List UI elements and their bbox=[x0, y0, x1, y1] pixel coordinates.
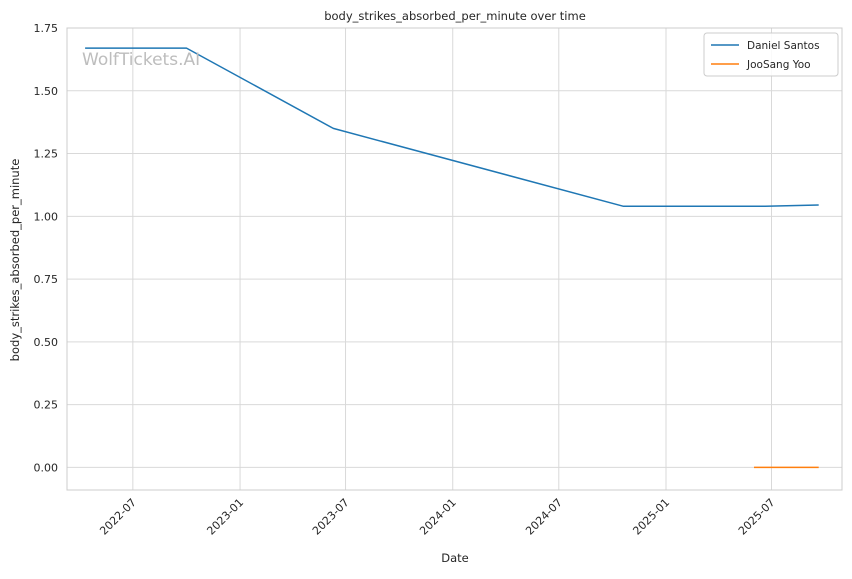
y-tick-label: 0.50 bbox=[34, 336, 59, 349]
x-tick-label: 2024-07 bbox=[523, 496, 565, 538]
y-axis-label: body_strikes_absorbed_per_minute bbox=[8, 159, 22, 362]
x-axis-ticks: 2022-07 2023-01 2023-07 2024-01 2024-07 2025-… bbox=[97, 496, 777, 538]
series-lines bbox=[85, 47, 819, 469]
y-tick-label: 0.25 bbox=[34, 399, 59, 412]
y-tick-label: 1.00 bbox=[34, 210, 59, 223]
x-tick-label: 2025-07 bbox=[736, 496, 778, 538]
x-tick-label: 2022-07 bbox=[97, 496, 139, 538]
y-tick-label: 1.75 bbox=[34, 22, 59, 35]
y-tick-label: 1.50 bbox=[34, 85, 59, 98]
y-tick-label: 0.00 bbox=[34, 461, 59, 474]
watermark: WolfTickets.AI bbox=[82, 50, 200, 70]
chart-title: body_strikes_absorbed_per_minute over ti… bbox=[324, 9, 586, 23]
x-tick-label: 2023-01 bbox=[204, 496, 246, 538]
x-tick-label: 2025-01 bbox=[630, 496, 672, 538]
y-tick-label: 0.75 bbox=[34, 273, 59, 286]
x-tick-label: 2023-07 bbox=[310, 496, 352, 538]
y-axis-ticks: 0.00 0.25 0.50 0.75 1.00 1.25 1.50 1.75 bbox=[34, 22, 59, 474]
x-axis-label: Date bbox=[441, 551, 469, 565]
plot-frame bbox=[66, 27, 843, 491]
legend-label-joosang-yoo: JooSang Yoo bbox=[746, 59, 811, 71]
legend-label-daniel-santos: Daniel Santos bbox=[747, 40, 820, 52]
series-line-daniel-santos bbox=[85, 47, 819, 208]
x-tick-label: 2024-01 bbox=[417, 496, 459, 538]
legend-box bbox=[703, 32, 839, 77]
y-tick-label: 1.25 bbox=[34, 148, 59, 161]
grid bbox=[67, 27, 842, 490]
legend: Daniel Santos JooSang Yoo bbox=[703, 32, 839, 77]
